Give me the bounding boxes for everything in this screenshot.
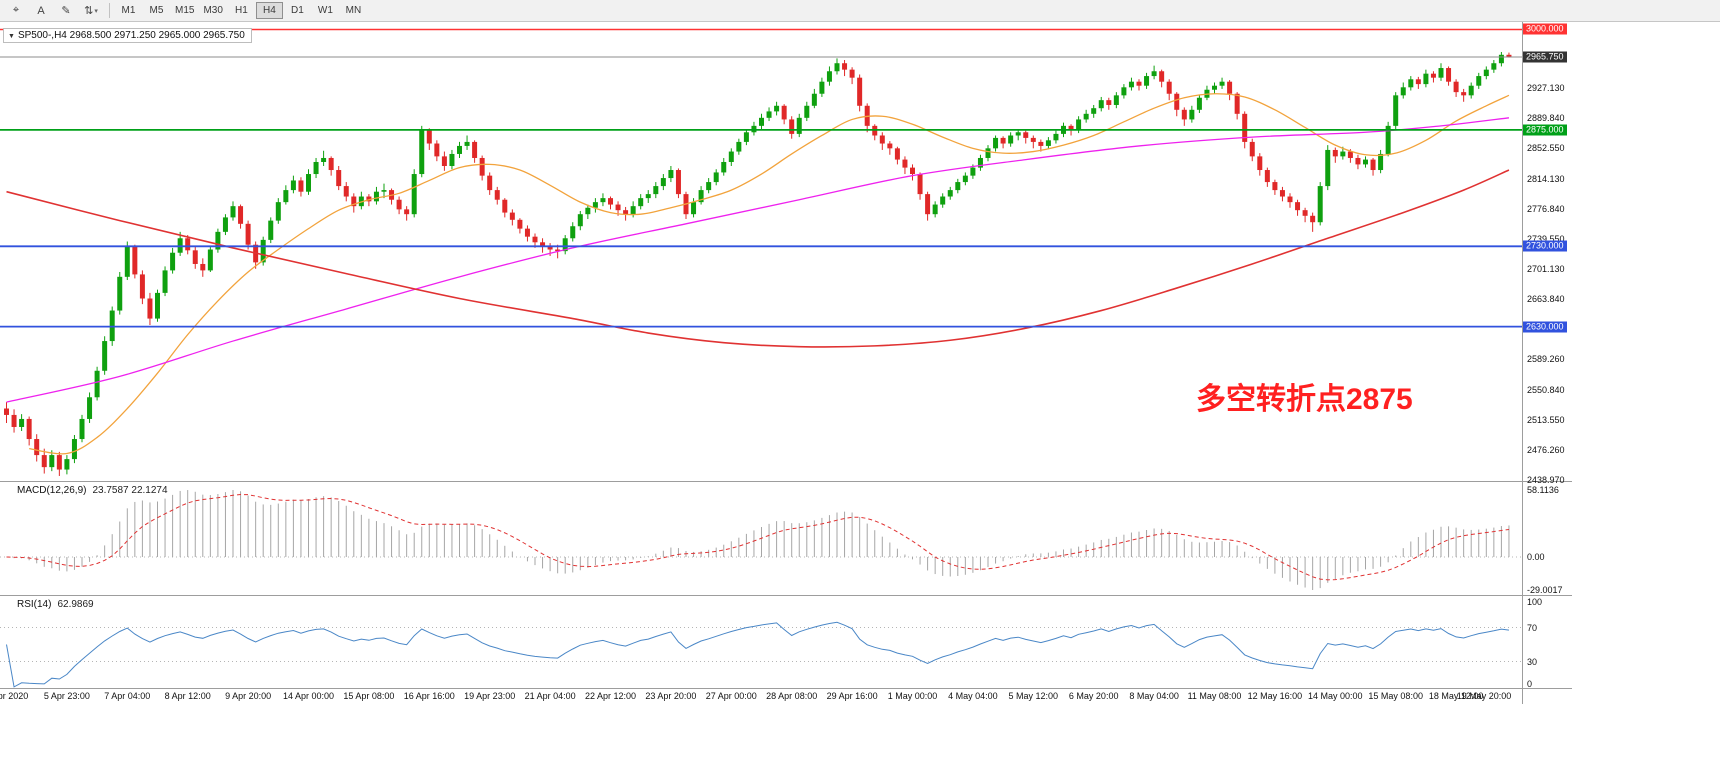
toolbar: ⌖ A ✎ ⇅ ▾ M1 M5 M15 M30 H1 H4 D1 W1 MN bbox=[0, 0, 1720, 22]
draw-tool[interactable]: ✎ bbox=[54, 2, 78, 20]
timeframe-button-m30[interactable]: M30 bbox=[199, 2, 226, 19]
text-label-tool-icon: A bbox=[37, 4, 45, 17]
crosshair-tool[interactable]: ⌖ bbox=[4, 2, 28, 20]
chevron-down-icon: ▾ bbox=[94, 7, 98, 15]
indicators-tool-icon: ⇅ bbox=[84, 5, 94, 17]
chart-area[interactable] bbox=[0, 22, 1522, 481]
draw-tool-icon: ✎ bbox=[61, 5, 71, 17]
text-label-tool[interactable]: A bbox=[29, 2, 53, 20]
timeframe-button-h1[interactable]: H1 bbox=[228, 2, 255, 19]
timeframe-button-m5[interactable]: M5 bbox=[143, 2, 170, 19]
timeframe-button-m15[interactable]: M15 bbox=[171, 2, 198, 19]
timeframe-button-w1[interactable]: W1 bbox=[312, 2, 339, 19]
crosshair-tool-icon: ⌖ bbox=[12, 4, 20, 16]
macd-panel[interactable] bbox=[0, 482, 1522, 595]
timeframe-button-mn[interactable]: MN bbox=[340, 2, 367, 19]
toolbar-separator bbox=[109, 3, 110, 18]
price-scale[interactable] bbox=[1522, 22, 1582, 688]
timeframe-button-d1[interactable]: D1 bbox=[284, 2, 311, 19]
timeframe-button-h4[interactable]: H4 bbox=[255, 2, 283, 19]
symbol-ohlc-readout[interactable]: ▼ SP500-,H4 2968.500 2971.250 2965.000 29… bbox=[3, 28, 252, 43]
time-scale[interactable] bbox=[0, 688, 1522, 704]
timeframe-button-m1[interactable]: M1 bbox=[115, 2, 142, 19]
rsi-panel[interactable] bbox=[0, 596, 1522, 688]
collapse-ohlc-icon: ▼ bbox=[8, 33, 15, 40]
indicators-tool[interactable]: ⇅ ▾ bbox=[79, 2, 103, 20]
symbol-ohlc-text: SP500-,H4 2968.500 2971.250 2965.000 296… bbox=[17, 30, 245, 41]
